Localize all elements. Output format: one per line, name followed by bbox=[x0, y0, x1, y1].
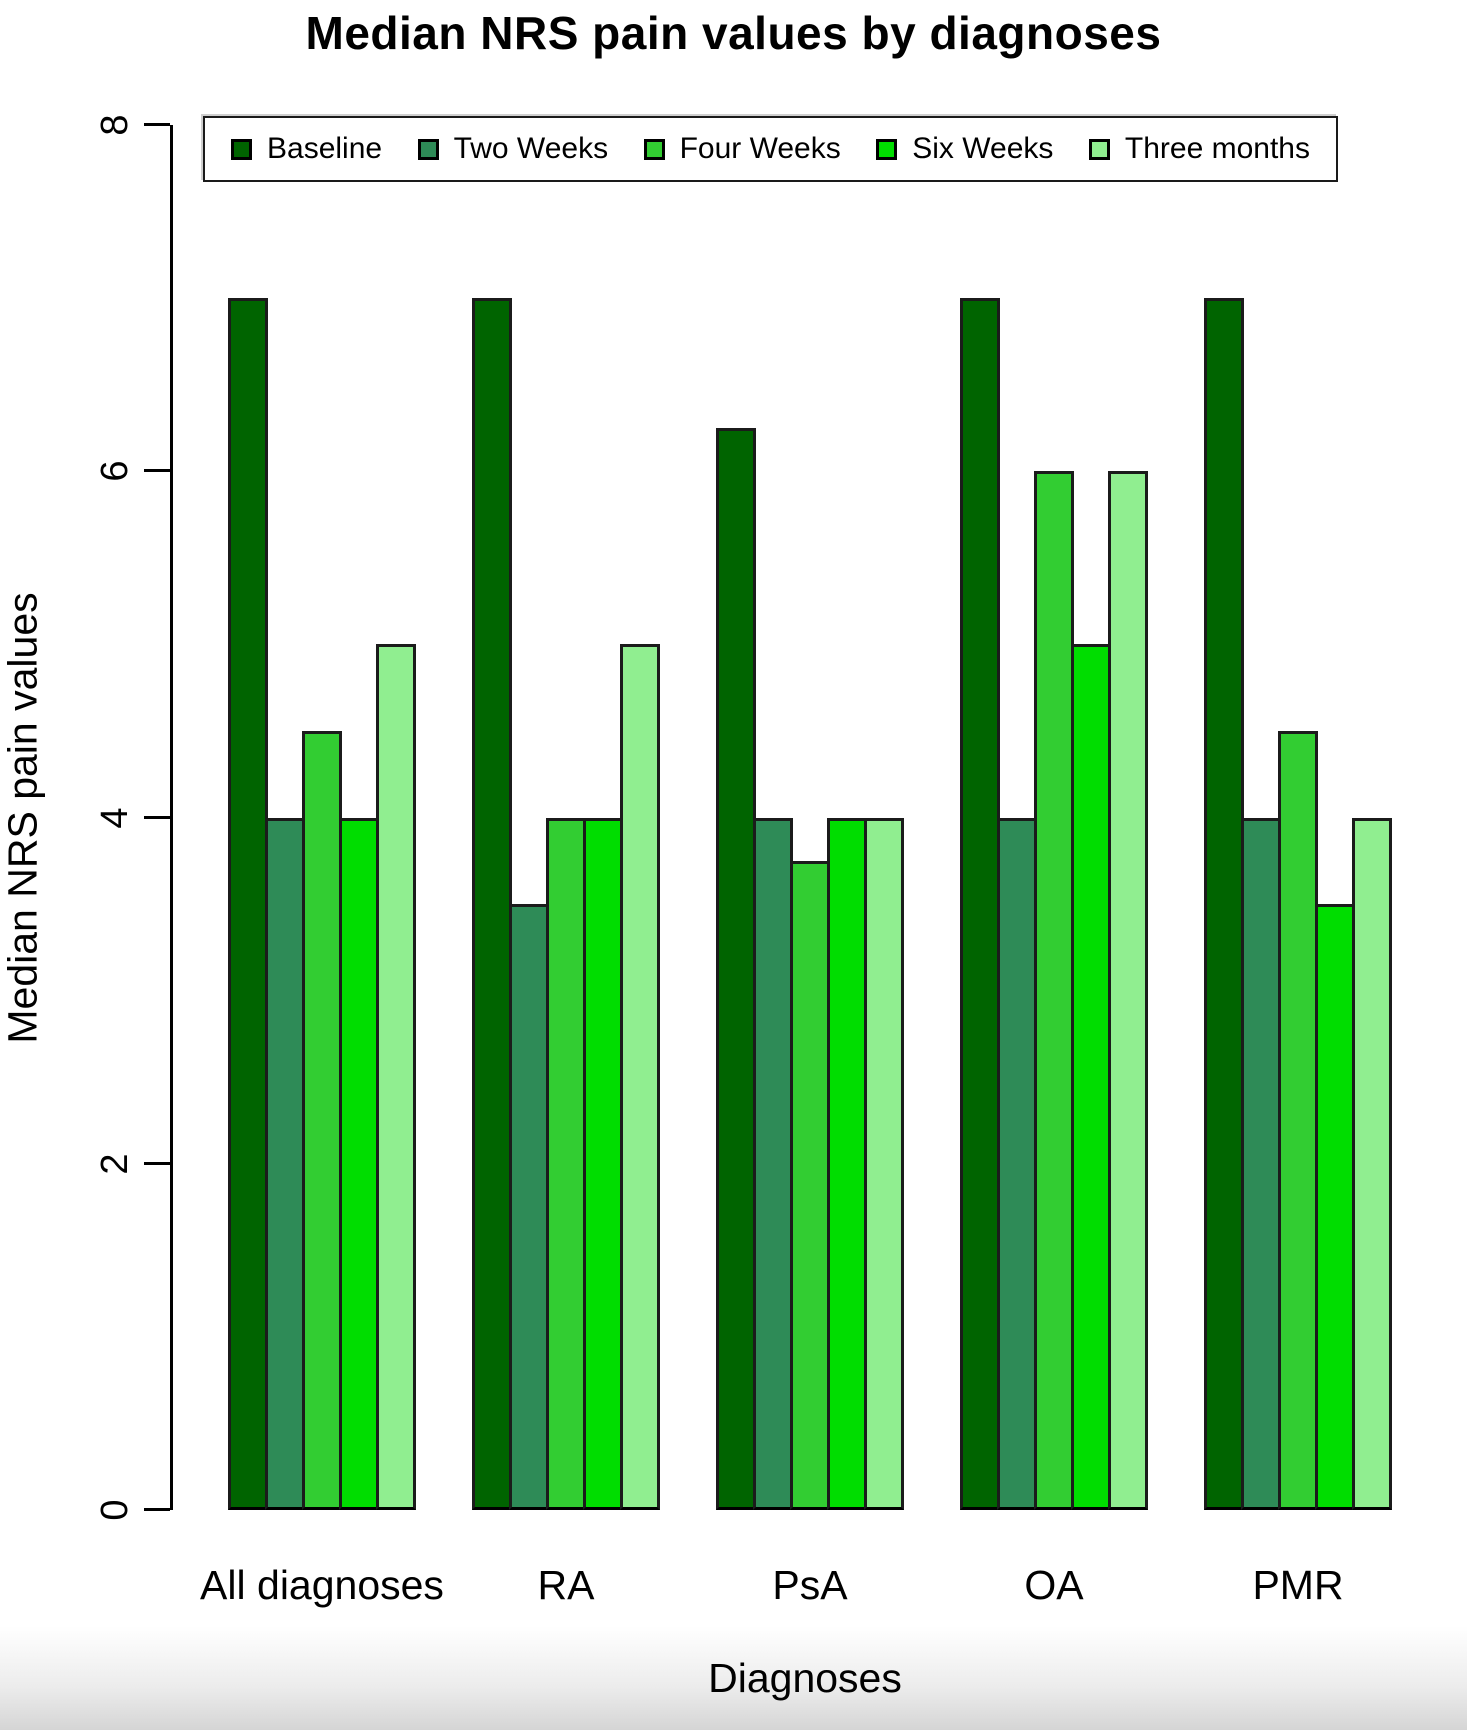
legend-item-six-weeks: Six Weeks bbox=[876, 132, 1053, 166]
bar-four-weeks-all-diagnoses bbox=[302, 730, 342, 1510]
legend-item-three-months: Three months bbox=[1088, 132, 1310, 166]
bar-three-months-oa bbox=[1108, 471, 1148, 1510]
bar-baseline-oa bbox=[960, 298, 1000, 1510]
bar-two-weeks-pmr bbox=[1241, 817, 1281, 1510]
legend-swatch-six-weeks bbox=[876, 138, 898, 160]
x-category-label-ra: RA bbox=[537, 1562, 595, 1608]
bar-group-pmr: PMR bbox=[1204, 125, 1392, 1608]
bar-six-weeks-ra bbox=[583, 817, 623, 1510]
y-tick-label-8: 8 bbox=[93, 114, 136, 136]
legend-item-four-weeks: Four Weeks bbox=[643, 132, 841, 166]
bar-three-months-psa bbox=[864, 817, 904, 1510]
bar-three-months-ra bbox=[620, 644, 660, 1510]
bar-two-weeks-ra bbox=[509, 904, 549, 1510]
bar-four-weeks-oa bbox=[1034, 471, 1074, 1510]
y-tick-6 bbox=[144, 469, 170, 473]
bar-four-weeks-psa bbox=[790, 860, 830, 1510]
legend-swatch-baseline bbox=[231, 138, 252, 160]
bar-six-weeks-pmr bbox=[1315, 904, 1355, 1510]
legend-label-two-weeks: Two Weeks bbox=[453, 132, 609, 165]
bar-two-weeks-psa bbox=[753, 817, 793, 1510]
y-axis-title: Median NRS pain values bbox=[0, 591, 46, 1044]
bar-four-weeks-pmr bbox=[1278, 730, 1318, 1510]
bar-baseline-ra bbox=[472, 298, 512, 1510]
x-category-label-psa: PsA bbox=[772, 1562, 848, 1608]
bar-group-all-diagnoses: All diagnoses bbox=[200, 125, 444, 1608]
legend-swatch-two-weeks bbox=[417, 138, 439, 160]
x-category-label-pmr: PMR bbox=[1252, 1562, 1344, 1608]
legend-swatch-four-weeks bbox=[643, 138, 665, 160]
bar-group-psa: PsA bbox=[716, 125, 904, 1608]
chart-title: Median NRS pain values by diagnoses bbox=[305, 7, 1162, 59]
legend-item-two-weeks: Two Weeks bbox=[417, 132, 609, 166]
bar-six-weeks-all-diagnoses bbox=[339, 817, 379, 1510]
legend-item-baseline: Baseline bbox=[231, 132, 382, 166]
legend-label-four-weeks: Four Weeks bbox=[679, 132, 841, 165]
bar-three-months-all-diagnoses bbox=[376, 644, 416, 1510]
bar-four-weeks-ra bbox=[546, 817, 586, 1510]
bar-group-ra: RA bbox=[472, 125, 660, 1608]
bar-groups: All diagnoses RA PsA OA PMR bbox=[200, 125, 1392, 1608]
y-tick-label-6: 6 bbox=[93, 460, 136, 482]
bar-two-weeks-all-diagnoses bbox=[265, 817, 305, 1510]
bar-six-weeks-psa bbox=[827, 817, 867, 1510]
bar-baseline-all-diagnoses bbox=[228, 298, 268, 1510]
legend-swatch-three-months bbox=[1088, 138, 1110, 160]
bar-six-weeks-oa bbox=[1071, 644, 1111, 1510]
y-tick-label-4: 4 bbox=[93, 806, 136, 829]
x-category-label-oa: OA bbox=[1024, 1562, 1084, 1608]
y-tick-2 bbox=[144, 1161, 170, 1165]
y-tick-8 bbox=[144, 123, 170, 126]
bar-baseline-pmr bbox=[1204, 298, 1244, 1510]
y-tick-label-2: 2 bbox=[93, 1153, 136, 1175]
bar-group-oa: OA bbox=[960, 125, 1148, 1608]
legend-label-three-months: Three months bbox=[1124, 132, 1310, 165]
bar-baseline-psa bbox=[716, 427, 756, 1510]
x-category-label-all-diagnoses: All diagnoses bbox=[200, 1562, 444, 1608]
y-tick-0 bbox=[144, 1508, 170, 1511]
y-tick-4 bbox=[144, 815, 170, 819]
bar-two-weeks-oa bbox=[997, 817, 1037, 1510]
legend-box: Baseline Two Weeks Four Weeks Six Weeks Thre… bbox=[203, 116, 1338, 182]
bar-three-months-pmr bbox=[1352, 817, 1392, 1510]
legend-label-baseline: Baseline bbox=[267, 132, 383, 165]
legend-label-six-weeks: Six Weeks bbox=[912, 132, 1054, 165]
plot-area: Median NRS pain values Baseline Two Weeks… bbox=[0, 114, 1440, 1608]
y-tick-label-0: 0 bbox=[93, 1499, 136, 1521]
x-axis-title: Diagnoses bbox=[708, 1655, 902, 1701]
